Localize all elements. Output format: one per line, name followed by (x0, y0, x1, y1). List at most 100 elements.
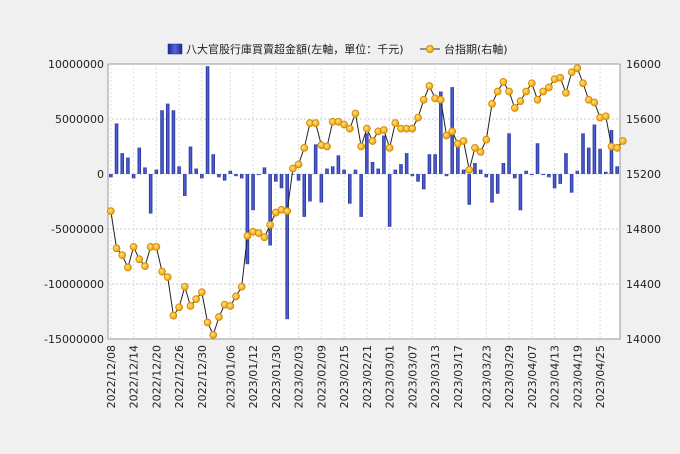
bar-mark (421, 174, 426, 190)
line-point (488, 100, 496, 108)
bar-mark (376, 168, 380, 174)
bar-mark (564, 153, 568, 174)
right-axis-tick-label: 14800 (626, 223, 661, 236)
bar-mark (171, 110, 176, 174)
left-axis-tick-label: -10000000 (44, 278, 104, 291)
line-point (579, 79, 587, 88)
bar-mark (308, 174, 312, 202)
axis-layer: 10000000 5000000 0 -5000000 -10000000 -150000… (44, 58, 661, 408)
x-axis-tick-label: 2023/03/07 (406, 345, 419, 408)
line-point (112, 244, 121, 253)
bar-mark (126, 157, 130, 174)
x-axis-tick-label: 2023/01/30 (270, 345, 283, 408)
line-point (345, 124, 354, 133)
line-point (436, 95, 445, 104)
line-point (573, 64, 582, 72)
bar-mark (541, 174, 545, 176)
bar-mark (234, 174, 238, 177)
bar-mark (330, 166, 335, 174)
legend-line-label: 台指期(右軸) (444, 42, 508, 56)
bar-mark (467, 174, 472, 205)
line-point (590, 98, 599, 107)
line-point (362, 124, 371, 133)
line-point (408, 124, 417, 133)
legend-bar-label: 八大官股行庫買賣超金額(左軸，單位：千元) (186, 42, 404, 56)
bar-mark (530, 174, 534, 176)
line-point (476, 148, 485, 156)
bar-mark (461, 169, 466, 174)
line-point (180, 282, 189, 291)
bar-mark (274, 174, 278, 182)
bar-mark (604, 171, 608, 174)
bar-mark (473, 163, 477, 174)
bar-mark (217, 174, 221, 178)
line-point (226, 302, 235, 310)
line-point (232, 292, 240, 301)
bar-mark (154, 169, 159, 174)
line-point (499, 78, 508, 86)
bar-mark (404, 153, 409, 174)
bar-mark (177, 166, 181, 174)
left-axis-tick-label: 0 (97, 168, 104, 181)
bar-mark (439, 91, 443, 174)
line-point (425, 82, 434, 90)
bar-mark (558, 174, 563, 184)
line-point (186, 302, 195, 310)
right-axis-tick-label: 16000 (626, 58, 661, 71)
line-point (539, 87, 548, 96)
line-point (368, 137, 377, 145)
line-point (380, 126, 388, 134)
bar-mark (370, 161, 375, 174)
line-series-layer (106, 64, 627, 339)
line-point (471, 144, 479, 152)
line-point (391, 119, 400, 127)
bar-mark (291, 174, 295, 175)
x-axis-tick-label: 2023/04/13 (549, 345, 562, 408)
line-point (618, 137, 627, 145)
bar-mark (382, 135, 386, 174)
bar-mark (575, 170, 580, 174)
line-point (311, 119, 320, 127)
x-axis-tick-label: 2023/02/03 (293, 345, 306, 408)
bar-mark (222, 174, 227, 181)
bar-mark (268, 174, 272, 246)
bar-mark (251, 174, 255, 211)
line-point (527, 79, 536, 88)
bar-mark (165, 103, 170, 174)
bar-mark (512, 174, 517, 179)
line-point (300, 144, 309, 152)
line-point (283, 207, 292, 215)
line-point (562, 89, 570, 97)
bar-mark (433, 154, 437, 174)
bar-mark (160, 110, 164, 174)
line-point (106, 207, 115, 215)
bar-mark (205, 66, 210, 174)
line-point (158, 267, 166, 276)
bar-mark (194, 168, 198, 174)
bar-mark (495, 174, 500, 194)
x-axis-tick-label: 2023/02/21 (361, 345, 374, 408)
line-point (243, 232, 252, 240)
line-point (169, 311, 178, 320)
line-point (567, 68, 576, 77)
line-point (493, 87, 502, 96)
x-axis-tick-label: 2022/12/14 (128, 345, 141, 408)
legend-bar-swatch (167, 43, 183, 55)
x-axis-tick-label: 2023/01/12 (247, 345, 260, 408)
x-axis-tick-label: 2023/01/06 (224, 345, 237, 408)
line-point (351, 109, 360, 118)
x-axis-tick-label: 2023/02/15 (338, 345, 351, 408)
bar-mark (245, 174, 250, 265)
bar-mark (615, 166, 619, 174)
bar-mark (131, 174, 136, 179)
plot-area (107, 63, 621, 340)
line-point (442, 131, 451, 140)
line-point (237, 282, 246, 291)
line-point (357, 142, 366, 151)
bar-mark (359, 174, 363, 217)
x-axis-tick-label: 2023/04/07 (526, 345, 539, 408)
line-point (203, 318, 212, 327)
line-point (163, 273, 172, 281)
line-point (152, 243, 161, 251)
